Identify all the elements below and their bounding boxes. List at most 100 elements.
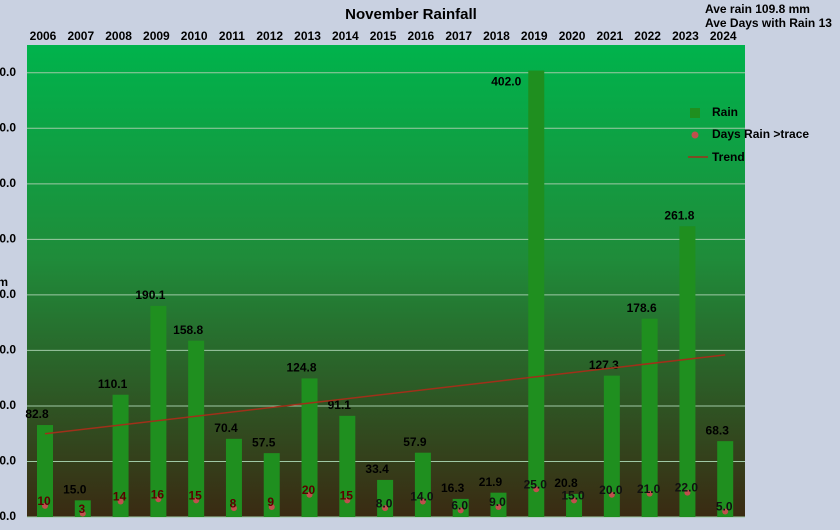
value-label: 402.0 [491, 75, 521, 89]
bar [263, 453, 280, 517]
value-label: 261.8 [664, 208, 694, 222]
days-point [344, 497, 351, 504]
x-tick-label: 2006 [30, 29, 57, 43]
y-tick-label: 400.0 [0, 65, 16, 79]
bar [339, 415, 356, 517]
y-axis-label: mm [0, 275, 8, 289]
x-tick-label: 2019 [521, 29, 548, 43]
x-tick-label: 2020 [559, 29, 586, 43]
x-tick-label: 2017 [445, 29, 472, 43]
y-tick-label: 350.0 [0, 120, 16, 134]
x-tick-label: 2022 [634, 29, 661, 43]
bar [37, 425, 53, 517]
days-label: 8 [230, 496, 237, 510]
bar [225, 438, 242, 517]
bar [528, 70, 545, 518]
days-point [382, 505, 389, 512]
days-point [684, 489, 691, 496]
value-label: 68.3 [706, 423, 730, 437]
value-label: 158.8 [173, 323, 203, 337]
x-tick-label: 2012 [256, 29, 283, 43]
value-label: 57.9 [403, 435, 427, 449]
days-point [495, 504, 502, 511]
y-tick-label: 50.0 [0, 454, 16, 468]
bar [603, 375, 620, 517]
plot-area [27, 45, 745, 517]
days-label: 5.0 [716, 500, 733, 514]
days-label: 15 [188, 489, 202, 503]
days-label: 8.0 [376, 496, 393, 510]
days-point [193, 497, 200, 504]
bar [74, 500, 91, 517]
days-label: 14 [113, 490, 127, 504]
value-label: 190.1 [135, 288, 165, 302]
y-tick-label: 250.0 [0, 232, 16, 246]
x-tick-label: 2021 [596, 29, 623, 43]
days-label: 9 [267, 495, 274, 509]
bar [566, 493, 583, 517]
legend-label: Rain [712, 105, 738, 119]
value-label: 178.6 [627, 301, 657, 315]
x-tick-label: 2016 [408, 29, 435, 43]
x-tick-label: 2024 [710, 29, 737, 43]
legend-swatch [690, 108, 700, 118]
x-tick-label: 2008 [105, 29, 132, 43]
y-tick-label: 150.0 [0, 343, 16, 357]
x-tick-label: 2010 [181, 29, 208, 43]
x-tick-label: 2023 [672, 29, 699, 43]
y-tick-label: 300.0 [0, 176, 16, 190]
days-label: 14.0 [410, 490, 434, 504]
days-point [268, 504, 275, 511]
days-label: 20.0 [599, 483, 623, 497]
x-tick-label: 2015 [370, 29, 397, 43]
legend-swatch [691, 131, 699, 139]
bar [377, 479, 394, 517]
days-point [457, 507, 464, 514]
days-point [646, 490, 653, 497]
annotation: Ave rain 109.8 mm [705, 2, 810, 16]
days-point [419, 498, 426, 505]
chart-title: November Rainfall [345, 6, 477, 23]
x-tick-label: 2013 [294, 29, 321, 43]
bar [641, 318, 658, 517]
legend-label: Trend [712, 150, 745, 164]
value-label: 70.4 [214, 421, 238, 435]
bar [150, 305, 167, 517]
value-label: 110.1 [98, 377, 128, 391]
days-point [42, 502, 48, 509]
y-tick-label: 0.0 [0, 509, 16, 523]
bar [188, 340, 205, 517]
x-tick-label: 2011 [219, 29, 245, 43]
y-tick-label: 100.0 [0, 398, 16, 412]
bar [717, 441, 734, 517]
days-point [155, 496, 162, 503]
x-tick-label: 2009 [143, 29, 170, 43]
legend-label: Days Rain >trace [712, 127, 809, 141]
days-point [571, 497, 578, 504]
x-tick-label: 2018 [483, 29, 510, 43]
value-label: 20.8 [554, 476, 578, 490]
days-point [117, 498, 124, 505]
annotation: Ave Days with Rain 13 [705, 16, 832, 30]
days-point [306, 491, 313, 498]
value-label: 124.8 [287, 361, 317, 375]
days-point [533, 486, 540, 493]
value-label: 82.8 [25, 407, 49, 421]
days-label: 15 [340, 489, 354, 503]
days-point [230, 505, 237, 512]
days-label: 6.0 [451, 499, 468, 513]
value-label: 57.5 [252, 435, 276, 449]
value-label: 15.0 [63, 483, 87, 497]
days-label: 21.0 [637, 482, 661, 496]
value-label: 16.3 [441, 481, 465, 495]
y-tick-label: 200.0 [0, 287, 16, 301]
days-label: 16 [151, 487, 165, 501]
days-label: 3 [78, 502, 85, 516]
value-label: 21.9 [479, 475, 503, 489]
days-label: 10 [37, 494, 51, 508]
days-label: 15.0 [561, 489, 585, 503]
bar [414, 452, 431, 517]
days-point [608, 491, 615, 498]
trend-line [44, 354, 726, 435]
